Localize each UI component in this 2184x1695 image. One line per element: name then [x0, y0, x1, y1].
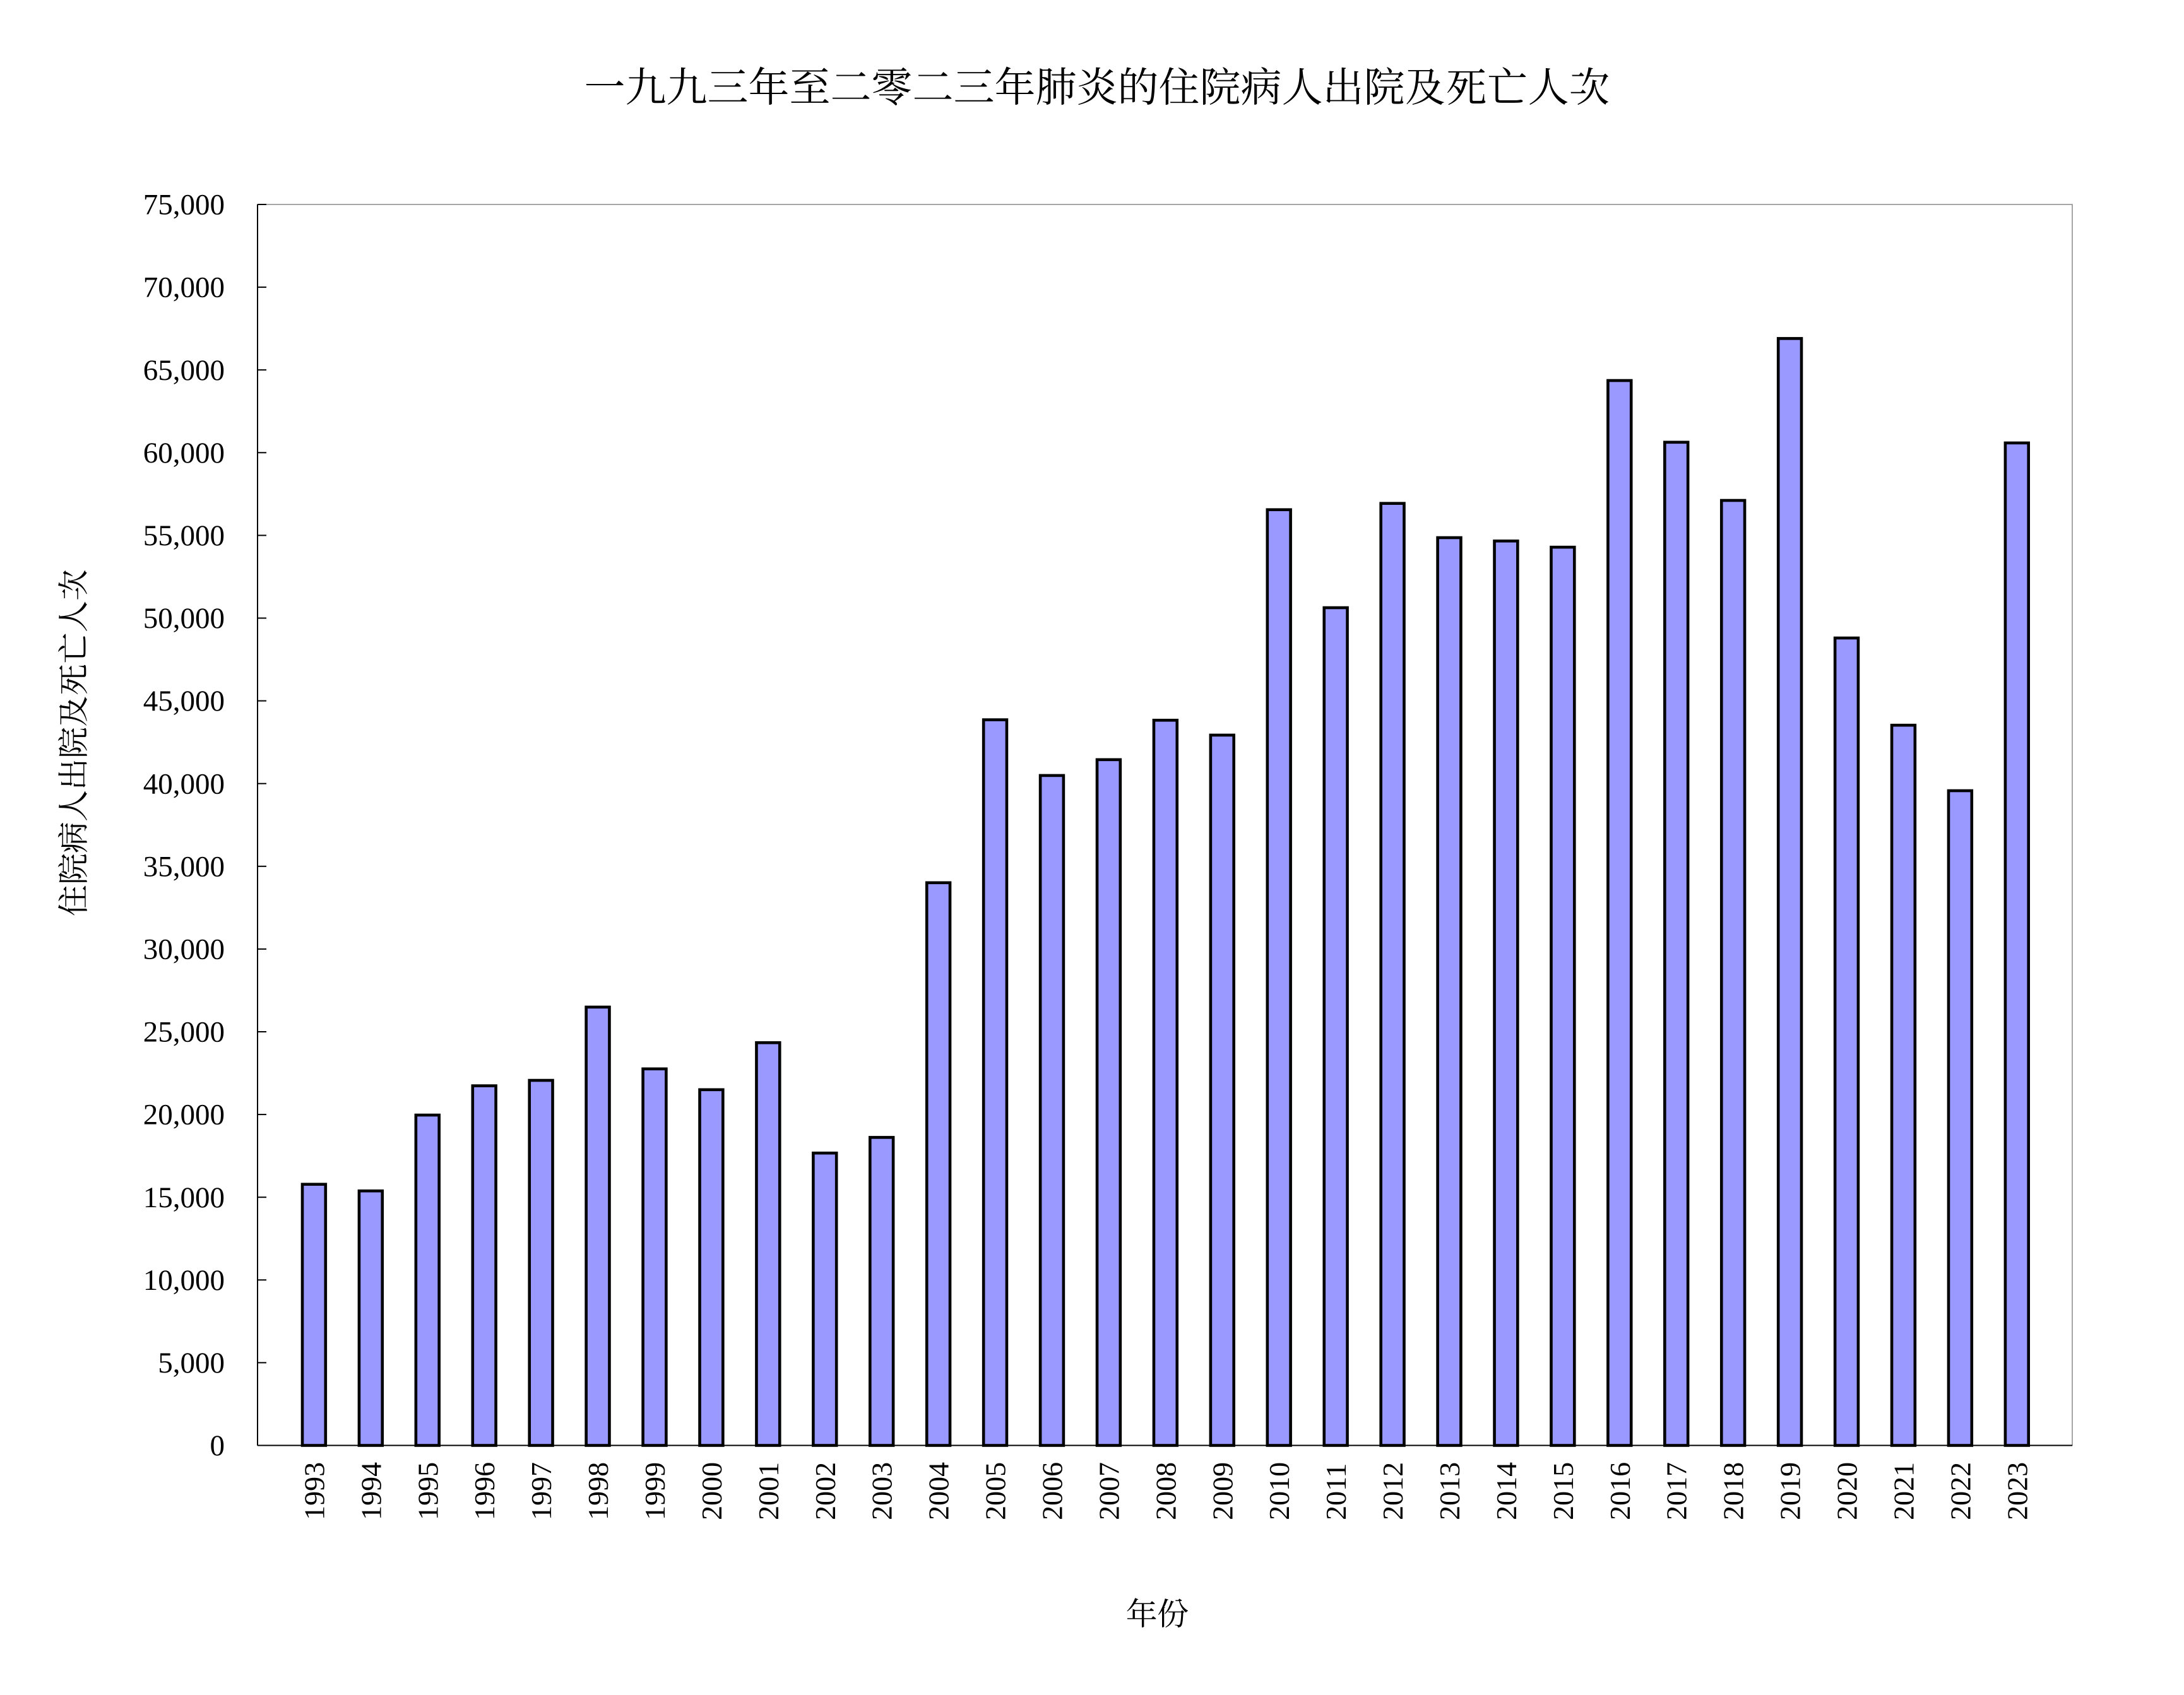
svg-text:40,000: 40,000 [143, 767, 225, 800]
svg-text:2006: 2006 [1036, 1462, 1069, 1520]
svg-text:30,000: 30,000 [143, 933, 225, 966]
svg-text:60,000: 60,000 [143, 437, 225, 470]
svg-text:2013: 2013 [1433, 1462, 1466, 1520]
svg-text:2011: 2011 [1320, 1463, 1352, 1520]
svg-text:2002: 2002 [809, 1462, 841, 1520]
svg-text:10,000: 10,000 [143, 1264, 225, 1297]
svg-text:2019: 2019 [1774, 1462, 1807, 1520]
svg-text:2015: 2015 [1547, 1462, 1579, 1520]
svg-text:2003: 2003 [866, 1462, 898, 1520]
svg-text:75,000: 75,000 [143, 189, 225, 221]
svg-text:2017: 2017 [1661, 1462, 1693, 1520]
svg-text:35,000: 35,000 [143, 850, 225, 883]
svg-text:2001: 2001 [752, 1462, 785, 1520]
svg-text:1994: 1994 [355, 1462, 387, 1520]
svg-text:1997: 1997 [525, 1462, 557, 1520]
svg-text:2000: 2000 [696, 1462, 728, 1520]
svg-text:2012: 2012 [1377, 1462, 1409, 1520]
svg-text:2016: 2016 [1604, 1462, 1636, 1520]
svg-text:50,000: 50,000 [143, 602, 225, 635]
svg-text:15,000: 15,000 [143, 1181, 225, 1214]
svg-text:25,000: 25,000 [143, 1016, 225, 1049]
svg-text:2018: 2018 [1718, 1462, 1750, 1520]
svg-text:2023: 2023 [2001, 1462, 2033, 1520]
svg-text:2021: 2021 [1887, 1462, 1920, 1520]
svg-text:2004: 2004 [923, 1462, 955, 1520]
svg-text:1996: 1996 [468, 1462, 501, 1520]
svg-text:2020: 2020 [1831, 1462, 1863, 1520]
svg-text:1999: 1999 [639, 1462, 671, 1520]
svg-text:2007: 2007 [1093, 1462, 1125, 1520]
svg-text:5,000: 5,000 [158, 1347, 225, 1379]
svg-text:70,000: 70,000 [143, 271, 225, 304]
svg-text:2022: 2022 [1944, 1462, 1976, 1520]
svg-text:2005: 2005 [980, 1462, 1012, 1520]
svg-text:2010: 2010 [1263, 1462, 1295, 1520]
svg-text:2009: 2009 [1206, 1462, 1238, 1520]
svg-text:0: 0 [210, 1429, 225, 1462]
svg-text:65,000: 65,000 [143, 354, 225, 387]
svg-text:45,000: 45,000 [143, 685, 225, 718]
svg-text:2014: 2014 [1490, 1462, 1522, 1520]
svg-text:20,000: 20,000 [143, 1099, 225, 1131]
svg-text:1993: 1993 [298, 1462, 330, 1520]
svg-text:1998: 1998 [582, 1462, 614, 1520]
svg-text:1995: 1995 [412, 1462, 444, 1520]
svg-text:2008: 2008 [1149, 1462, 1182, 1520]
svg-text:55,000: 55,000 [143, 519, 225, 552]
